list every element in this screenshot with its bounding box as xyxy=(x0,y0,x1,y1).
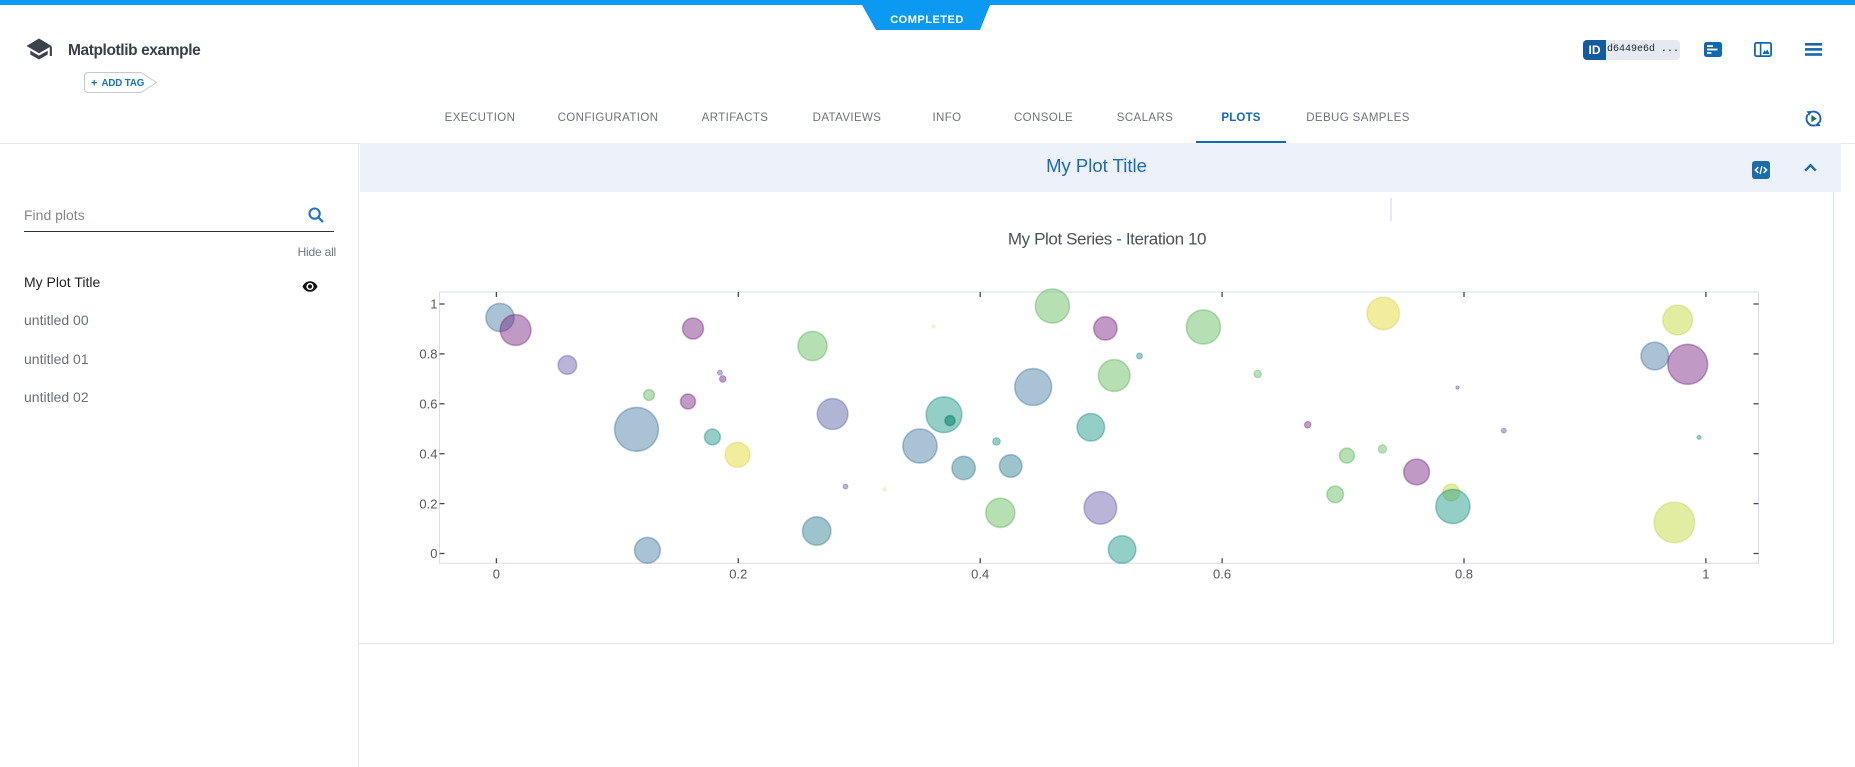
svg-text:0: 0 xyxy=(430,546,437,561)
svg-text:ADD TAG: ADD TAG xyxy=(102,78,145,89)
svg-text:0.6: 0.6 xyxy=(419,397,437,412)
svg-text:0.6: 0.6 xyxy=(1213,566,1231,581)
svg-text:0.4: 0.4 xyxy=(419,446,437,461)
svg-text:0.2: 0.2 xyxy=(729,566,747,581)
svg-text:0.8: 0.8 xyxy=(1455,566,1473,581)
svg-text:COMPLETED: COMPLETED xyxy=(890,14,964,26)
svg-text:0.4: 0.4 xyxy=(971,566,989,581)
svg-text:0.2: 0.2 xyxy=(419,496,437,511)
svg-text:0: 0 xyxy=(493,566,500,581)
svg-text:0.8: 0.8 xyxy=(419,347,437,362)
svg-text:1: 1 xyxy=(1702,566,1709,581)
svg-text:My Plot Series - Iteration 10: My Plot Series - Iteration 10 xyxy=(1008,230,1206,249)
svg-text:+: + xyxy=(91,78,97,90)
svg-text:1: 1 xyxy=(430,297,437,312)
